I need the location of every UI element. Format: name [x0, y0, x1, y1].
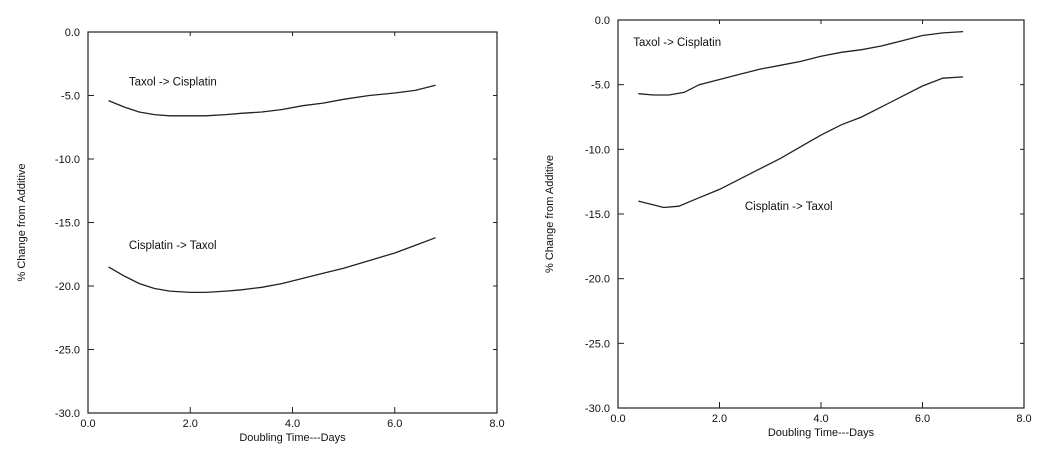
y-tick-label: -10.0	[55, 154, 80, 166]
series-label: Cisplatin -> Taxol	[745, 201, 833, 213]
x-tick-label: 0.0	[610, 413, 625, 425]
x-tick-label: 8.0	[1016, 413, 1031, 425]
x-tick-label: 6.0	[915, 413, 930, 425]
y-tick-label: 0.0	[595, 15, 610, 27]
plot-frame	[87, 31, 498, 414]
x-axis-label: Doubling Time---Days	[239, 432, 346, 444]
series-label: Taxol -> Cisplatin	[129, 76, 217, 88]
x-tick-label: 4.0	[813, 413, 828, 425]
y-tick-label: 0.0	[65, 27, 80, 39]
series-label: Taxol -> Cisplatin	[633, 37, 721, 49]
series-line-taxol-cisplatin	[108, 84, 436, 117]
x-axis-label: Doubling Time---Days	[768, 427, 875, 439]
y-tick-label: -30.0	[55, 408, 80, 420]
y-axis-label: % Change from Additive	[16, 163, 28, 281]
x-tick-label: 0.0	[80, 418, 95, 430]
y-tick-label: -20.0	[585, 274, 610, 286]
x-tick-label: 6.0	[387, 418, 402, 430]
y-tick-label: -15.0	[55, 218, 80, 230]
x-tick-label: 8.0	[489, 418, 504, 430]
y-tick-label: -30.0	[585, 403, 610, 415]
series-label: Cisplatin -> Taxol	[129, 240, 217, 252]
y-tick-label: -5.0	[591, 80, 610, 92]
x-tick-label: 4.0	[285, 418, 300, 430]
series-line-taxol-cisplatin	[638, 30, 964, 96]
x-tick-label: 2.0	[712, 413, 727, 425]
y-tick-label: -5.0	[61, 91, 80, 103]
y-tick-label: -25.0	[585, 338, 610, 350]
x-tick-label: 2.0	[183, 418, 198, 430]
y-tick-label: -10.0	[585, 144, 610, 156]
right-chart: 0.0-5.0-10.0-15.0-20.0-25.0-30.00.0 2.0 4.…	[544, 15, 1032, 439]
series-line-cisplatin-taxol	[638, 76, 964, 209]
plot-frame	[617, 19, 1025, 409]
y-tick-label: -20.0	[55, 281, 80, 293]
y-tick-label: -25.0	[55, 345, 80, 357]
series-line-cisplatin-taxol	[108, 237, 436, 294]
y-axis-label: % Change from Additive	[544, 155, 556, 273]
left-chart: 0.0-5.0-10.0-15.0-20.0-25.0-30.00.0 2.0 4.…	[16, 27, 505, 444]
y-tick-label: -15.0	[585, 209, 610, 221]
